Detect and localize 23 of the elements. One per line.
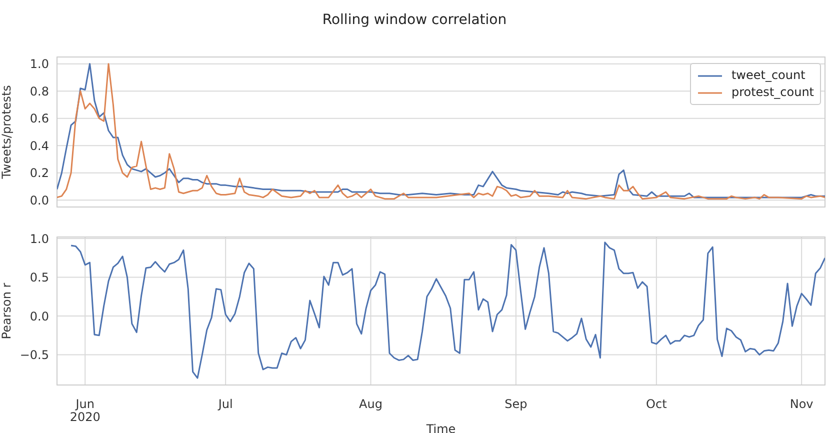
y-axis-title: Tweets/protests (0, 85, 14, 180)
x-tick-label: Nov (790, 397, 814, 411)
y-tick-label: −0.5 (20, 348, 49, 362)
legend-label: protest_count (731, 84, 814, 101)
line-series (70, 242, 825, 379)
y-tick-label: 1.0 (30, 232, 49, 246)
x-tick-label: Oct (646, 397, 668, 411)
y-tick-label: 0.8 (30, 84, 49, 98)
y-tick-label: 0.6 (30, 112, 49, 126)
chart-title: Rolling window correlation (321, 12, 508, 28)
y-tick-label: 0.2 (30, 166, 49, 180)
x-axis-title: Time (425, 422, 456, 433)
x-tick-label: Aug (359, 397, 382, 411)
y-tick-label: 0.5 (30, 270, 49, 285)
legend-label: tweet_count (731, 67, 806, 84)
y-tick-label: 0.4 (30, 138, 49, 153)
y-tick-label: 1.0 (30, 57, 49, 72)
y-tick-label: 0.0 (30, 193, 49, 208)
y-axis-title: Pearson r (0, 282, 14, 340)
x-tick-label: Jul (217, 397, 233, 411)
x-tick-label: Jun 2020 (70, 397, 100, 424)
x-tick-label: Sep (504, 397, 528, 411)
y-tick-label: 0.0 (30, 309, 49, 324)
